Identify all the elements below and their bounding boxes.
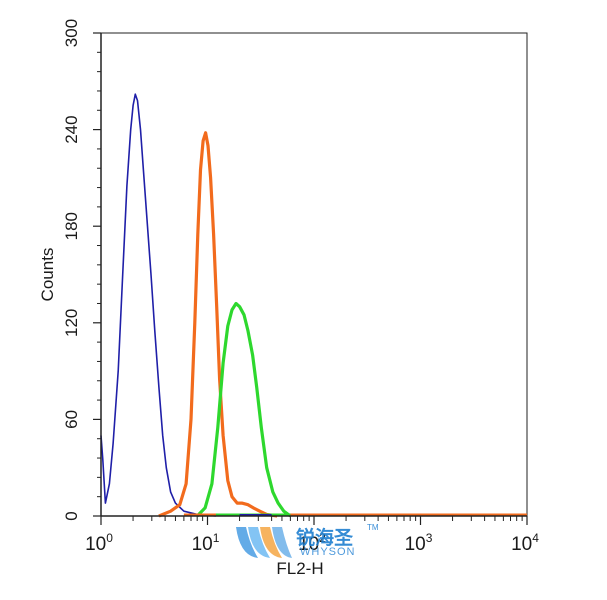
y-tick-label: 300 [62, 19, 81, 47]
plot-area-border [100, 32, 528, 517]
watermark-cn-text: 锐海圣 [296, 526, 354, 549]
x-axis-title: FL2-H [276, 559, 323, 578]
watermark-logo-icon [236, 527, 292, 558]
x-tick-label: 101 [192, 531, 220, 555]
y-tick-label: 180 [62, 212, 81, 240]
watermark-tm-text: TM [367, 523, 379, 532]
y-tick-label: 0 [62, 511, 81, 520]
y-tick-label: 120 [62, 309, 81, 337]
series-3-line [196, 301, 292, 518]
axes-layer: 0 60 120 180 240 300 100 101 102 103 104 FL2-H Count… [38, 19, 539, 578]
y-tick-label: 60 [62, 410, 81, 429]
y-axis-title: Counts [38, 248, 57, 302]
series-1-line [100, 93, 216, 517]
watermark-en-text: WHYSON [300, 546, 356, 558]
series-layer [100, 93, 527, 518]
x-tick-label: 102 [298, 531, 326, 555]
x-tick-label: 103 [405, 531, 433, 555]
plot-frame [100, 32, 528, 517]
watermark: 锐海圣 WHYSON TM [236, 523, 379, 558]
x-tick-label: 104 [511, 531, 539, 555]
series-2-line [158, 131, 278, 518]
x-tick-label: 100 [85, 531, 113, 555]
y-tick-label: 240 [62, 115, 81, 143]
